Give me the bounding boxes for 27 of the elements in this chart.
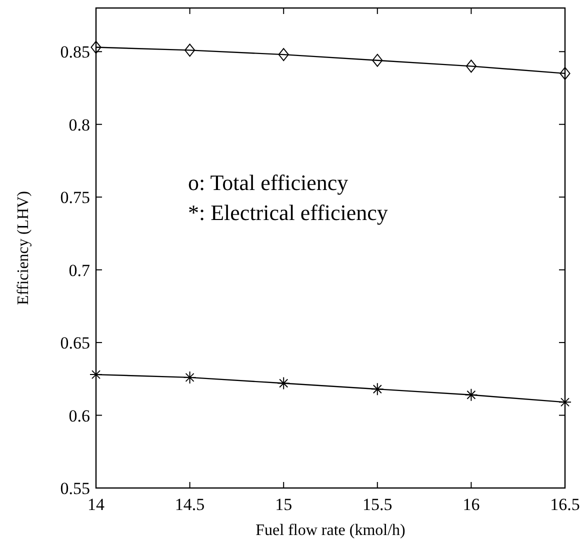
x-tick-label: 14 [88, 495, 105, 514]
point [464, 388, 478, 402]
point [560, 66, 570, 80]
y-axis-title: Efficiency (LHV) [15, 191, 32, 305]
y-tick-label: 0.75 [60, 188, 90, 208]
x-axis-title: Fuel flow rate (kmol/h) [256, 522, 406, 539]
x-tick-label: 15.5 [362, 495, 392, 514]
point [370, 382, 384, 396]
point [277, 376, 290, 390]
y-tick-label: 0.55 [60, 479, 90, 498]
x-tick-label: 16 [462, 495, 480, 514]
annotation: o: Total efficiency [188, 170, 348, 195]
x-tick-label: 15 [275, 495, 292, 514]
point [466, 60, 476, 73]
y-tick-label: 0.6 [68, 406, 90, 426]
point [278, 48, 289, 62]
y-tick-label: 0.65 [60, 334, 90, 353]
point [184, 44, 196, 57]
x-tick-label: 16.5 [550, 495, 580, 514]
y-tick-label: 0.7 [68, 260, 90, 280]
x-tick-label: 14.5 [174, 495, 205, 514]
y-tick-label: 0.85 [60, 42, 90, 62]
annotation: *: Electrical efficiency [188, 200, 388, 225]
point [372, 54, 383, 67]
point [90, 40, 102, 54]
point [183, 370, 196, 384]
y-tick-label: 0.8 [68, 115, 90, 134]
